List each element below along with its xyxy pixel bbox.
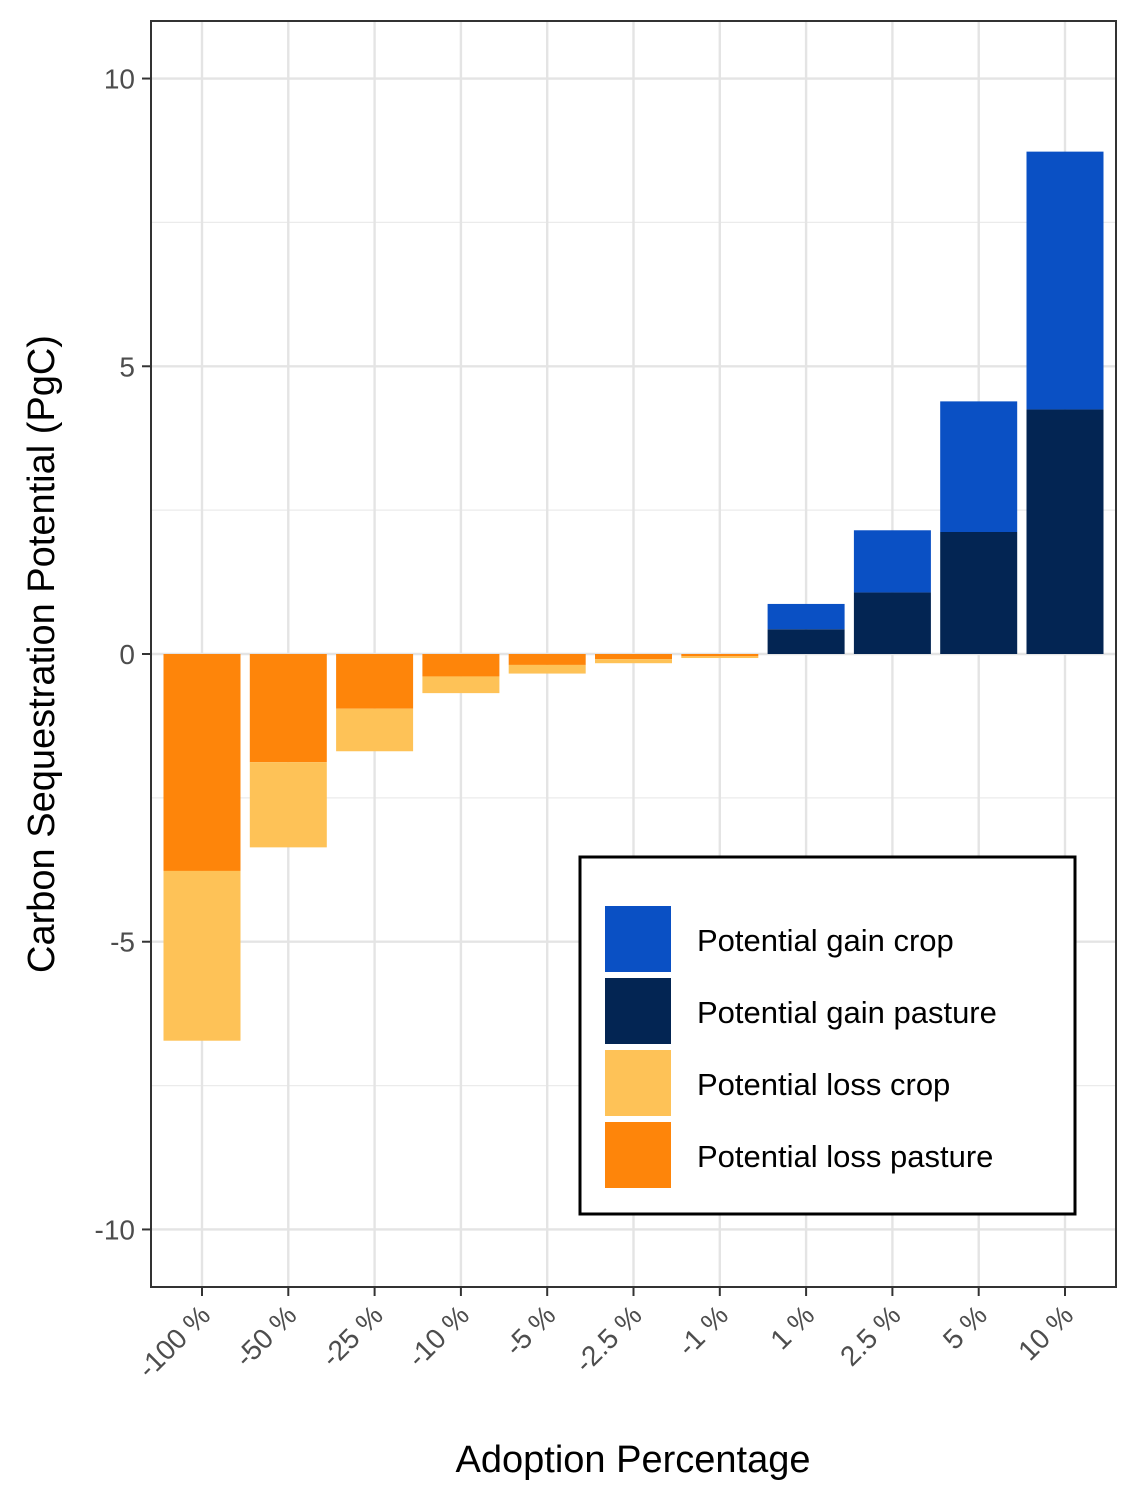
bar-potential-gain-crop-5 [940,401,1018,533]
x-tick-label: 1 % [764,1299,820,1355]
bars-layer [163,151,1104,1041]
legend-swatch-potential-loss-pasture [605,1122,671,1188]
bar-potential-loss-pasture-50 [249,654,327,763]
bar-potential-loss-pasture-5 [508,654,586,665]
bar-potential-loss-pasture-100 [163,654,241,871]
y-axis-title: Carbon Sequestration Potential (PgC) [21,335,63,973]
bar-potential-loss-pasture-2-5 [595,654,672,660]
legend-swatch-potential-gain-crop [605,906,671,972]
bar-potential-loss-crop-5 [508,664,586,674]
x-axis: -100 % -50 % -25 % -10 % -5 % -2.5 % -1 % 1 % 2.… [132,1287,1079,1384]
bar-potential-loss-pasture-25 [336,654,414,709]
y-tick-label: 10 [104,64,135,95]
bar-potential-loss-pasture-10 [422,654,500,677]
x-tick-label: -1 % [671,1299,734,1362]
bar-potential-gain-crop-10 [1026,151,1104,410]
bar-potential-gain-pasture-5 [940,532,1018,654]
y-tick-label: 0 [119,639,135,670]
legend-label-potential-loss-pasture: Potential loss pasture [697,1139,993,1174]
bar-potential-loss-crop-50 [249,762,327,848]
x-tick-label: -2.5 % [569,1299,648,1378]
x-tick-label: -50 % [229,1299,303,1373]
x-tick-label: 2.5 % [834,1299,907,1372]
bar-potential-loss-crop-2-5 [595,659,672,664]
x-axis-title: Adoption Percentage [456,1439,811,1481]
legend-label-potential-gain-pasture: Potential gain pasture [697,995,997,1030]
y-tick-label: -10 [95,1214,135,1245]
bar-potential-loss-pasture-1 [681,654,759,657]
y-tick-label: 5 [119,351,135,382]
bar-potential-loss-crop-1 [681,656,759,659]
legend-label-potential-loss-crop: Potential loss crop [697,1067,950,1102]
bar-potential-gain-pasture-1 [767,629,845,654]
legend-swatch-potential-loss-crop [605,1050,671,1116]
x-tick-label: -100 % [132,1299,217,1384]
x-tick-label: 5 % [937,1299,993,1355]
x-tick-label: -25 % [315,1299,389,1373]
x-tick-label: -10 % [401,1299,475,1373]
bar-potential-loss-crop-100 [163,870,241,1041]
x-tick-label: 10 % [1012,1299,1079,1366]
bar-potential-gain-pasture-2-5 [853,592,931,654]
y-tick-label: -5 [110,927,135,958]
legend: Potential gain crop Potential gain pastur… [578,855,1077,1216]
legend-label-potential-gain-crop: Potential gain crop [697,923,954,958]
bar-potential-gain-crop-2-5 [853,530,931,593]
bar-potential-loss-crop-25 [336,708,414,752]
bar-potential-gain-crop-1 [767,603,845,630]
legend-swatch-potential-gain-pasture [605,978,671,1044]
bar-potential-loss-crop-10 [422,676,500,694]
x-tick-label: -5 % [499,1299,562,1362]
y-axis: -10 -5 0 5 10 [95,64,151,1245]
bar-potential-gain-pasture-10 [1026,409,1104,654]
